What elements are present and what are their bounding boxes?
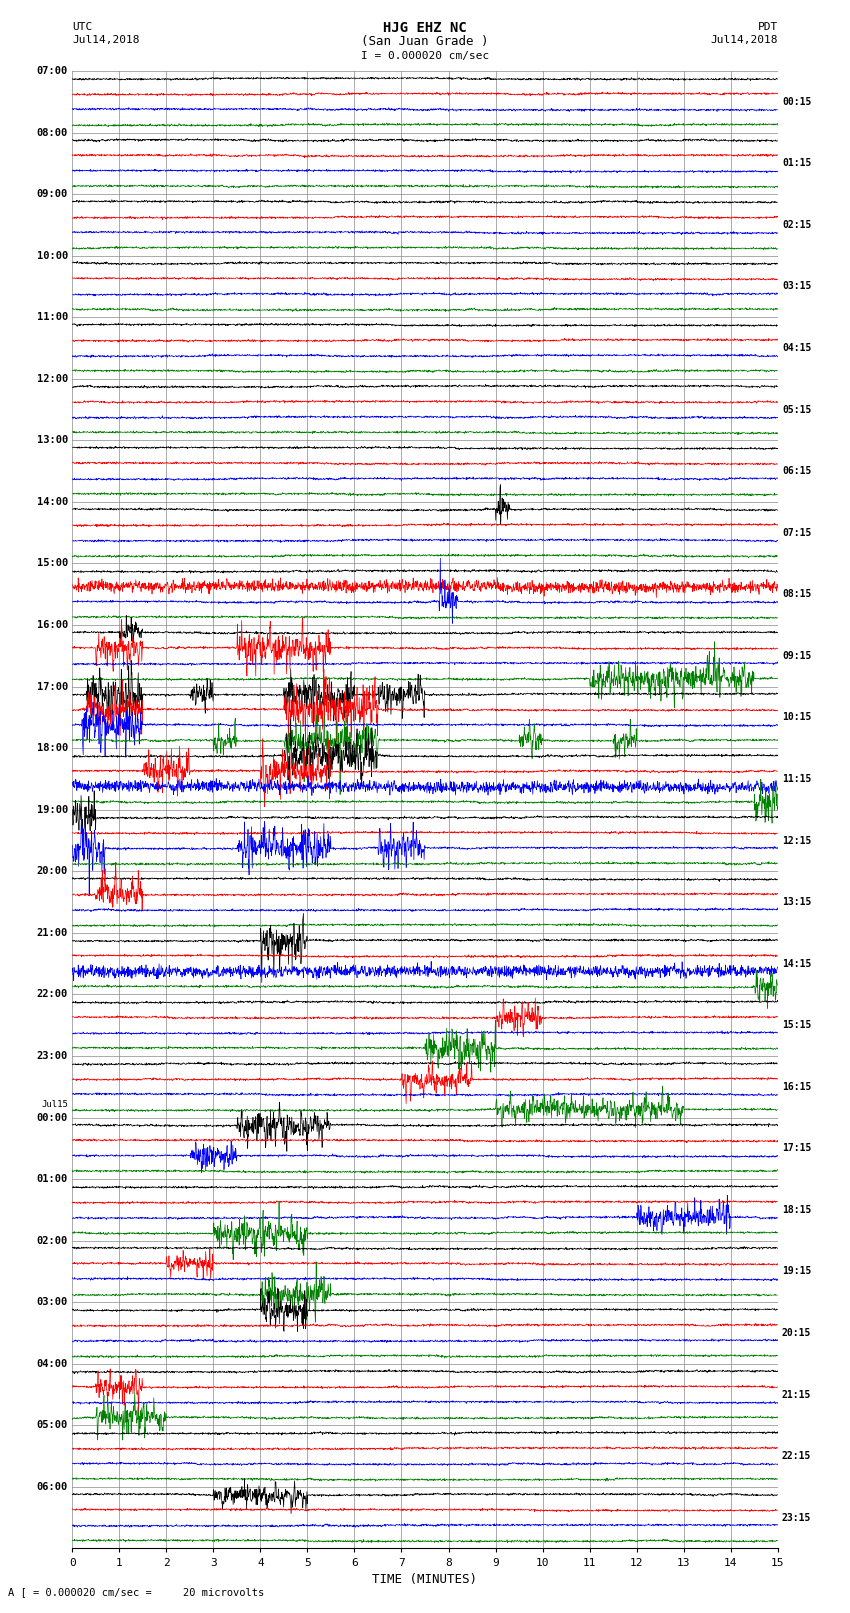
Text: Jul15: Jul15: [41, 1100, 68, 1110]
Text: 13:15: 13:15: [782, 897, 812, 907]
Text: UTC: UTC: [72, 23, 93, 32]
Text: 10:15: 10:15: [782, 713, 812, 723]
Text: 09:00: 09:00: [37, 189, 68, 198]
Text: 08:00: 08:00: [37, 127, 68, 137]
Text: 14:15: 14:15: [782, 958, 812, 969]
Text: 11:15: 11:15: [782, 774, 812, 784]
Text: (San Juan Grade ): (San Juan Grade ): [361, 35, 489, 48]
Text: 18:15: 18:15: [782, 1205, 812, 1215]
X-axis label: TIME (MINUTES): TIME (MINUTES): [372, 1573, 478, 1586]
Text: 21:15: 21:15: [782, 1389, 812, 1400]
Text: 05:15: 05:15: [782, 405, 812, 415]
Text: 04:15: 04:15: [782, 344, 812, 353]
Text: A [ = 0.000020 cm/sec =     20 microvolts: A [ = 0.000020 cm/sec = 20 microvolts: [8, 1587, 264, 1597]
Text: 04:00: 04:00: [37, 1358, 68, 1369]
Text: 11:00: 11:00: [37, 313, 68, 323]
Text: 15:15: 15:15: [782, 1019, 812, 1031]
Text: 12:15: 12:15: [782, 836, 812, 845]
Text: 02:00: 02:00: [37, 1236, 68, 1245]
Text: 09:15: 09:15: [782, 650, 812, 661]
Text: 23:00: 23:00: [37, 1052, 68, 1061]
Text: 19:15: 19:15: [782, 1266, 812, 1276]
Text: 18:00: 18:00: [37, 744, 68, 753]
Text: 00:00: 00:00: [37, 1113, 68, 1123]
Text: 07:00: 07:00: [37, 66, 68, 76]
Text: Jul14,2018: Jul14,2018: [711, 35, 778, 45]
Text: 22:15: 22:15: [782, 1452, 812, 1461]
Text: 05:00: 05:00: [37, 1421, 68, 1431]
Text: 22:00: 22:00: [37, 989, 68, 1000]
Text: PDT: PDT: [757, 23, 778, 32]
Text: 07:15: 07:15: [782, 527, 812, 537]
Text: 13:00: 13:00: [37, 436, 68, 445]
Text: 06:15: 06:15: [782, 466, 812, 476]
Text: 02:15: 02:15: [782, 219, 812, 231]
Text: Jul14,2018: Jul14,2018: [72, 35, 139, 45]
Text: 23:15: 23:15: [782, 1513, 812, 1523]
Text: 14:00: 14:00: [37, 497, 68, 506]
Text: 01:00: 01:00: [37, 1174, 68, 1184]
Text: 16:00: 16:00: [37, 619, 68, 631]
Text: 20:15: 20:15: [782, 1327, 812, 1339]
Text: 00:15: 00:15: [782, 97, 812, 106]
Text: I = 0.000020 cm/sec: I = 0.000020 cm/sec: [361, 52, 489, 61]
Text: 17:15: 17:15: [782, 1144, 812, 1153]
Text: HJG EHZ NC: HJG EHZ NC: [383, 21, 467, 35]
Text: 20:00: 20:00: [37, 866, 68, 876]
Text: 19:00: 19:00: [37, 805, 68, 815]
Text: 03:00: 03:00: [37, 1297, 68, 1307]
Text: 21:00: 21:00: [37, 927, 68, 937]
Text: 06:00: 06:00: [37, 1482, 68, 1492]
Text: 01:15: 01:15: [782, 158, 812, 168]
Text: 16:15: 16:15: [782, 1082, 812, 1092]
Text: 08:15: 08:15: [782, 589, 812, 600]
Text: 12:00: 12:00: [37, 374, 68, 384]
Text: 15:00: 15:00: [37, 558, 68, 568]
Text: 17:00: 17:00: [37, 682, 68, 692]
Text: 03:15: 03:15: [782, 281, 812, 292]
Text: 10:00: 10:00: [37, 250, 68, 261]
